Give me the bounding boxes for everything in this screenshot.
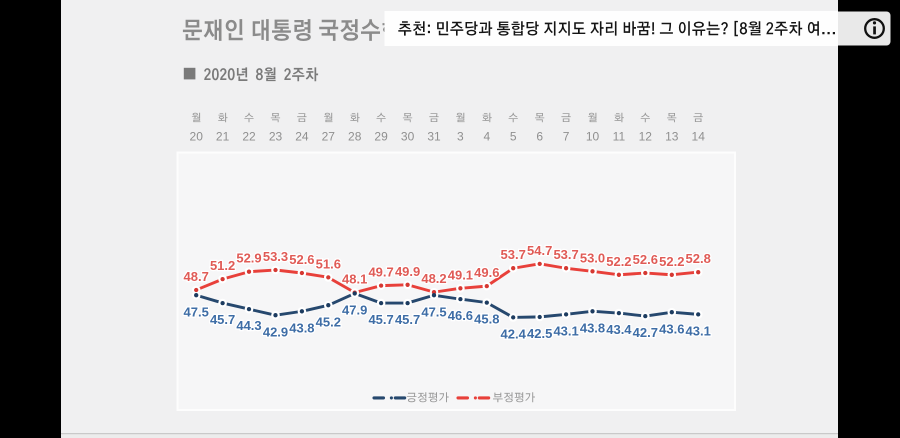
svg-text:10: 10 xyxy=(586,129,600,143)
svg-text:49.6: 49.6 xyxy=(474,265,499,280)
svg-text:13: 13 xyxy=(665,129,679,143)
svg-text:48.1: 48.1 xyxy=(342,272,367,287)
svg-text:54.7: 54.7 xyxy=(527,243,552,258)
svg-text:42.7: 42.7 xyxy=(633,325,658,340)
svg-text:4: 4 xyxy=(483,129,490,143)
svg-text:52.2: 52.2 xyxy=(606,254,631,269)
svg-text:43.1: 43.1 xyxy=(553,324,578,339)
svg-text:28: 28 xyxy=(348,129,362,143)
svg-text:29: 29 xyxy=(374,129,388,143)
svg-text:14: 14 xyxy=(692,129,706,143)
svg-text:52.9: 52.9 xyxy=(236,251,261,266)
svg-text:47.9: 47.9 xyxy=(342,303,367,318)
svg-text:51.2: 51.2 xyxy=(210,258,235,273)
svg-text:3: 3 xyxy=(457,129,464,143)
svg-text:43.8: 43.8 xyxy=(580,320,605,335)
svg-text:48.7: 48.7 xyxy=(184,269,209,284)
svg-text:22: 22 xyxy=(242,129,256,143)
svg-text:21: 21 xyxy=(216,129,230,143)
svg-text:42.5: 42.5 xyxy=(527,326,552,341)
svg-text:47.5: 47.5 xyxy=(184,304,209,319)
svg-text:45.7: 45.7 xyxy=(210,312,235,327)
svg-text:42.4: 42.4 xyxy=(501,327,527,342)
svg-text:20: 20 xyxy=(190,129,204,143)
svg-text:43.8: 43.8 xyxy=(289,320,314,335)
svg-text:43.1: 43.1 xyxy=(686,324,711,339)
svg-text:31: 31 xyxy=(427,129,441,143)
svg-text:43.6: 43.6 xyxy=(659,321,684,336)
svg-text:12: 12 xyxy=(639,129,653,143)
svg-text:52.6: 52.6 xyxy=(633,252,658,267)
svg-text:47.5: 47.5 xyxy=(421,304,446,319)
svg-text:7: 7 xyxy=(563,129,570,143)
svg-text:46.6: 46.6 xyxy=(448,308,473,323)
svg-text:53.3: 53.3 xyxy=(263,249,288,264)
svg-text:49.1: 49.1 xyxy=(448,267,473,282)
svg-text:49.7: 49.7 xyxy=(368,265,393,280)
svg-text:52.6: 52.6 xyxy=(289,252,314,267)
svg-text:11: 11 xyxy=(613,129,626,143)
svg-text:48.2: 48.2 xyxy=(421,271,446,286)
svg-text:45.2: 45.2 xyxy=(316,314,341,329)
svg-text:52.8: 52.8 xyxy=(686,251,711,266)
svg-text:45.8: 45.8 xyxy=(474,312,499,327)
svg-text:30: 30 xyxy=(401,129,415,143)
svg-text:45.7: 45.7 xyxy=(368,312,393,327)
svg-text:6: 6 xyxy=(536,129,543,143)
svg-text:42.9: 42.9 xyxy=(263,324,288,339)
svg-text:43.4: 43.4 xyxy=(606,322,632,337)
svg-text:49.9: 49.9 xyxy=(395,264,420,279)
svg-text:51.6: 51.6 xyxy=(316,256,341,271)
svg-text:53.7: 53.7 xyxy=(501,247,526,262)
svg-text:23: 23 xyxy=(269,129,283,143)
svg-text:27: 27 xyxy=(322,129,336,143)
svg-text:24: 24 xyxy=(295,129,309,143)
svg-text:53.7: 53.7 xyxy=(553,247,578,262)
svg-text:44.3: 44.3 xyxy=(236,318,261,333)
svg-text:45.7: 45.7 xyxy=(395,312,420,327)
svg-text:52.2: 52.2 xyxy=(659,254,684,269)
svg-text:5: 5 xyxy=(510,129,517,143)
svg-text:53.0: 53.0 xyxy=(580,250,605,265)
